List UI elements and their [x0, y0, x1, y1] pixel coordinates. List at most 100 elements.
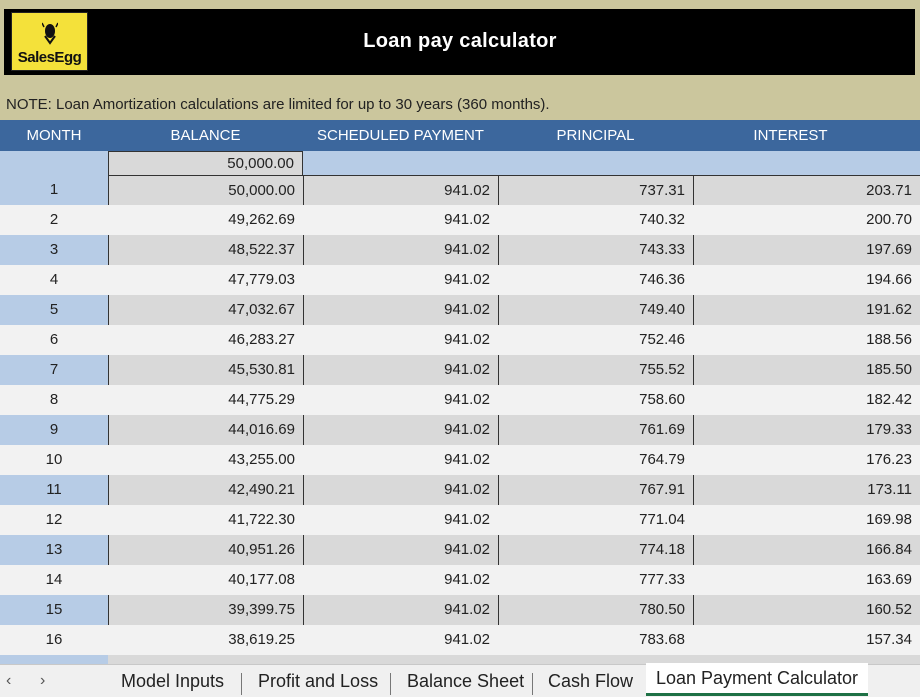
balance-cell[interactable]: 42,490.21	[108, 475, 303, 505]
month-cell[interactable]: 4	[0, 265, 108, 295]
payment-cell[interactable]: 941.02	[303, 235, 498, 265]
principal-cell[interactable]: 764.79	[639, 451, 685, 468]
tab-cash-flow[interactable]: Cash Flow	[548, 671, 634, 691]
principal-cell[interactable]: 758.60	[639, 391, 685, 408]
principal-cell[interactable]: 737.31	[498, 175, 693, 205]
month-cell[interactable]: 2	[0, 205, 108, 235]
interest-cell[interactable]: 200.70	[866, 211, 912, 228]
payment-cell[interactable]: 941.02	[444, 511, 490, 528]
table-row: 7 45,530.81 941.02 755.52 185.50	[0, 355, 920, 385]
interest-cell[interactable]: 166.84	[693, 535, 920, 565]
interest-cell[interactable]: 194.66	[866, 271, 912, 288]
principal-cell[interactable]: 755.52	[498, 355, 693, 385]
payment-cell[interactable]: 941.02	[444, 331, 490, 348]
table-row: 6 46,283.27 941.02 752.46 188.56	[0, 325, 920, 355]
tab-balance-sheet[interactable]: Balance Sheet	[407, 671, 525, 691]
tab-loan-payment-calculator[interactable]: Loan Payment Calculator	[646, 663, 868, 696]
title-bar: SalesEgg	[4, 9, 915, 75]
balance-cell[interactable]: 50,000.00	[108, 175, 303, 205]
table-row: 8 44,775.29 941.02 758.60 182.42	[0, 385, 920, 415]
payment-cell[interactable]: 941.02	[303, 415, 498, 445]
balance-cell[interactable]: 43,255.00	[228, 451, 295, 468]
interest-cell[interactable]: 176.23	[866, 451, 912, 468]
next-sheet-icon[interactable]: ›	[40, 672, 46, 689]
payment-cell[interactable]: 941.02	[303, 295, 498, 325]
table-row-partial	[0, 655, 920, 665]
payment-cell[interactable]: 941.02	[444, 391, 490, 408]
note-band	[0, 88, 920, 120]
tab-profit-and-loss[interactable]: Profit and Loss	[258, 671, 379, 691]
balance-cell[interactable]: 38,619.25	[228, 631, 295, 648]
table-row: 4 47,779.03 941.02 746.36 194.66	[0, 265, 920, 295]
interest-cell[interactable]: 169.98	[866, 511, 912, 528]
principal-cell[interactable]: 761.69	[498, 415, 693, 445]
payment-cell[interactable]: 941.02	[303, 175, 498, 205]
month-cell[interactable]: 1	[0, 175, 108, 205]
principal-cell[interactable]: 777.33	[639, 571, 685, 588]
month-cell[interactable]: 11	[0, 475, 108, 505]
month-cell[interactable]: 14	[0, 565, 108, 595]
payment-cell[interactable]: 941.02	[303, 355, 498, 385]
principal-cell[interactable]: 749.40	[498, 295, 693, 325]
interest-cell[interactable]: 203.71	[693, 175, 920, 205]
balance-cell[interactable]: 40,177.08	[228, 571, 295, 588]
month-cell[interactable]: 10	[0, 445, 108, 475]
salesegg-logo: SalesEgg	[11, 12, 88, 71]
balance-cell[interactable]: 44,016.69	[108, 415, 303, 445]
balance-cell[interactable]: 44,775.29	[228, 391, 295, 408]
balance-cell[interactable]: 49,262.69	[228, 211, 295, 228]
principal-cell[interactable]: 774.18	[498, 535, 693, 565]
payment-cell[interactable]: 941.02	[444, 571, 490, 588]
month-cell[interactable]: 12	[0, 505, 108, 535]
principal-cell[interactable]: 783.68	[639, 631, 685, 648]
principal-cell[interactable]: 767.91	[498, 475, 693, 505]
interest-cell[interactable]: 157.34	[866, 631, 912, 648]
principal-cell[interactable]: 780.50	[498, 595, 693, 625]
principal-cell[interactable]: 743.33	[498, 235, 693, 265]
payment-cell[interactable]: 941.02	[303, 535, 498, 565]
interest-cell[interactable]: 163.69	[866, 571, 912, 588]
balance-cell[interactable]: 41,722.30	[228, 511, 295, 528]
payment-cell[interactable]: 941.02	[444, 211, 490, 228]
month-cell[interactable]: 9	[0, 415, 108, 445]
month-cell	[0, 655, 108, 665]
interest-cell[interactable]: 173.11	[693, 475, 920, 505]
principal-cell[interactable]: 746.36	[639, 271, 685, 288]
interest-cell[interactable]: 182.42	[866, 391, 912, 408]
balance-cell[interactable]: 47,779.03	[228, 271, 295, 288]
interest-cell[interactable]: 197.69	[693, 235, 920, 265]
balance-cell[interactable]: 45,530.81	[108, 355, 303, 385]
month-cell[interactable]: 8	[0, 385, 108, 415]
payment-cell[interactable]: 941.02	[444, 451, 490, 468]
principal-cell[interactable]: 752.46	[639, 331, 685, 348]
interest-cell[interactable]: 179.33	[693, 415, 920, 445]
principal-cell[interactable]: 771.04	[639, 511, 685, 528]
balance-cell[interactable]: 46,283.27	[228, 331, 295, 348]
month-cell[interactable]: 7	[0, 355, 108, 385]
payment-cell[interactable]: 941.02	[444, 271, 490, 288]
opening-balance-cell[interactable]: 50,000.00	[108, 151, 303, 175]
payment-cell[interactable]: 941.02	[303, 475, 498, 505]
payment-cell[interactable]: 941.02	[444, 631, 490, 648]
balance-cell[interactable]: 39,399.75	[108, 595, 303, 625]
month-cell[interactable]: 16	[0, 625, 108, 655]
interest-cell[interactable]: 188.56	[866, 331, 912, 348]
table-row: 3 48,522.37 941.02 743.33 197.69	[0, 235, 920, 265]
interest-cell[interactable]: 185.50	[693, 355, 920, 385]
balance-cell[interactable]: 47,032.67	[108, 295, 303, 325]
month-cell[interactable]: 13	[0, 535, 108, 565]
tab-model-inputs[interactable]: Model Inputs	[121, 671, 225, 691]
principal-cell[interactable]: 740.32	[639, 211, 685, 228]
balance-cell[interactable]: 48,522.37	[108, 235, 303, 265]
month-cell[interactable]: 3	[0, 235, 108, 265]
month-cell[interactable]: 6	[0, 325, 108, 355]
tab-divider	[532, 673, 533, 695]
interest-cell[interactable]: 160.52	[693, 595, 920, 625]
prev-sheet-icon[interactable]: ‹	[6, 672, 12, 689]
month-cell[interactable]: 5	[0, 295, 108, 325]
payment-cell[interactable]: 941.02	[303, 595, 498, 625]
interest-cell[interactable]: 191.62	[693, 295, 920, 325]
table-row: 14 40,177.08 941.02 777.33 163.69	[0, 565, 920, 595]
balance-cell[interactable]: 40,951.26	[108, 535, 303, 565]
month-cell[interactable]: 15	[0, 595, 108, 625]
